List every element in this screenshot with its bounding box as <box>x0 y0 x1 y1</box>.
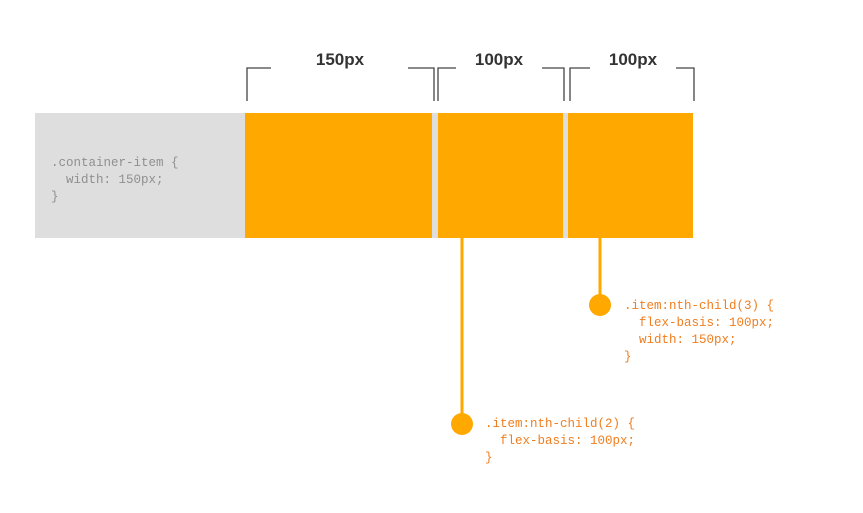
callout-code-line: } <box>485 451 493 465</box>
callout-dot-3 <box>589 294 611 316</box>
callout-code-line: flex-basis: 100px; <box>624 316 775 330</box>
dimension-label-1: 150px <box>315 50 365 69</box>
callout-code-line: .item:nth-child(3) { <box>624 299 775 313</box>
callout-code-line: .item:nth-child(2) { <box>485 417 636 431</box>
callout-code-2: .item:nth-child(2) { flex-basis: 100px;} <box>485 416 635 467</box>
dimension-label-3: 100px <box>608 50 658 69</box>
dimension-label-2: 100px <box>474 50 524 69</box>
dimension-bracket-1 <box>246 67 435 101</box>
container-code-line: .container-item { <box>51 156 179 170</box>
container-code: .container-item { width: 150px;} <box>51 155 179 206</box>
flex-item-3 <box>568 113 693 238</box>
dimension-bracket-3 <box>569 67 695 101</box>
flex-item-2 <box>438 113 563 238</box>
callout-dot-2 <box>451 413 473 435</box>
callout-code-line: } <box>624 350 632 364</box>
container-code-line: width: 150px; <box>51 173 164 187</box>
container-code-line: } <box>51 190 59 204</box>
dimension-bracket-2 <box>437 67 565 101</box>
callout-code-line: width: 150px; <box>624 333 737 347</box>
flex-item-1 <box>245 113 432 238</box>
callout-code-line: flex-basis: 100px; <box>485 434 636 448</box>
callout-code-3: .item:nth-child(3) { flex-basis: 100px; … <box>624 298 774 366</box>
